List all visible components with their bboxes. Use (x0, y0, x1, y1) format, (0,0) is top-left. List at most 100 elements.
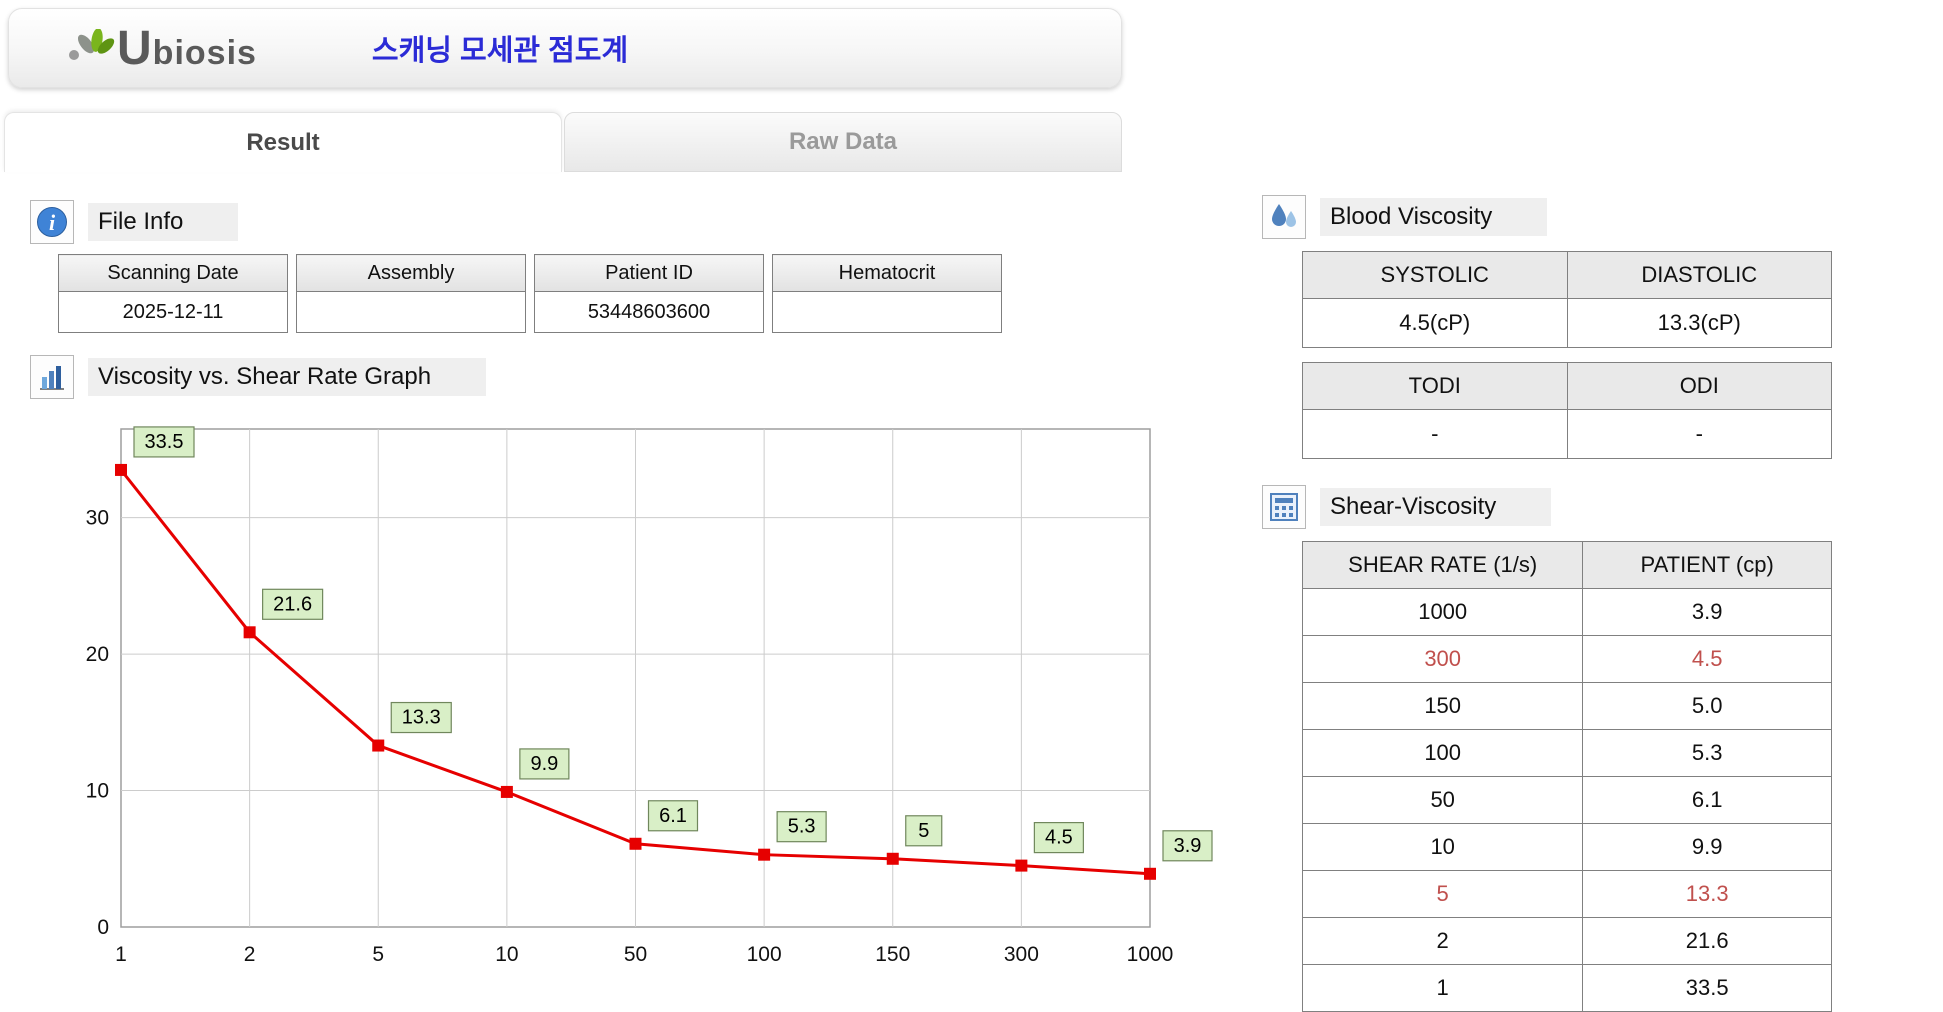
table-row: 10 9.9 (1301, 823, 1832, 871)
data-point-marker (1015, 859, 1028, 872)
x-tick-label: 1000 (1127, 943, 1174, 966)
x-tick-label: 50 (624, 943, 647, 966)
file-info-value (772, 291, 1002, 333)
y-tick-label: 30 (86, 507, 109, 530)
file-info-table: Assembly (296, 254, 526, 333)
patient-cell: 9.9 (1582, 823, 1832, 871)
table-row: 300 4.5 (1301, 635, 1832, 683)
data-label-box (776, 811, 827, 843)
table-row: 2 21.6 (1301, 917, 1832, 965)
data-label-box (647, 800, 699, 832)
x-tick-label: 1 (115, 943, 127, 966)
ubiosis-logo: Ubiosis (67, 21, 257, 76)
file-info-header: Hematocrit (772, 254, 1002, 292)
table-row: 50 6.1 (1301, 776, 1832, 824)
data-label: 4.5 (1045, 827, 1073, 849)
y-tick-label: 10 (86, 780, 109, 803)
shear-rate-cell: 10 (1301, 823, 1584, 871)
summary-panel: Blood Viscosity SYSTOLIC DIASTOLIC 4.5(c… (1262, 195, 1882, 1012)
file-info-section-head: i File Info (30, 200, 1240, 244)
viscosity-chart: 0 10 20 30 1 2 5 10 50 100 150 300 1000 33.5 21.6 13.3 9… (86, 426, 1213, 966)
x-tick-label: 300 (1004, 943, 1039, 966)
odi-header: ODI (1566, 362, 1832, 410)
x-tick-label: 150 (875, 943, 910, 966)
data-point-marker (758, 848, 771, 861)
patient-cell: 21.6 (1582, 917, 1832, 965)
data-label-box (905, 815, 943, 847)
odi-value: - (1566, 409, 1832, 459)
shear-rate-cell: 300 (1301, 635, 1584, 683)
data-label: 3.9 (1174, 835, 1202, 857)
patient-cell: 13.3 (1582, 870, 1832, 918)
shear-rate-header: SHEAR RATE (1/s) (1301, 541, 1584, 589)
graph-section-head: Viscosity vs. Shear Rate Graph (30, 355, 1240, 399)
blood-viscosity-section-head: Blood Viscosity (1262, 195, 1882, 239)
systolic-header: SYSTOLIC (1302, 251, 1568, 299)
result-panel: i File Info Scanning Date 2025-12-11 Assem… (30, 200, 1240, 983)
file-info-value: 2025-12-11 (58, 291, 288, 333)
svg-text:i: i (49, 210, 56, 235)
calculator-icon (1262, 485, 1306, 529)
todi-odi-table: TODI ODI - - (1302, 362, 1832, 459)
file-info-header: Assembly (296, 254, 526, 292)
shear-rate-cell: 150 (1301, 682, 1584, 730)
patient-cell: 6.1 (1582, 776, 1832, 824)
patient-cell: 3.9 (1582, 588, 1832, 636)
info-icon: i (30, 200, 74, 244)
x-tick-label: 100 (747, 943, 782, 966)
shear-rate-cell: 100 (1301, 729, 1584, 777)
diastolic-header: DIASTOLIC (1566, 251, 1832, 299)
tab-bar: Result Raw Data (4, 112, 1122, 172)
systolic-diastolic-table: SYSTOLIC DIASTOLIC 4.5(cP) 13.3(cP) (1302, 251, 1832, 348)
logo-text: Ubiosis (117, 21, 257, 75)
file-info-tables: Scanning Date 2025-12-11 Assembly Patient I… (58, 254, 1240, 333)
data-label: 9.9 (530, 753, 558, 775)
data-label: 5 (918, 820, 929, 842)
file-info-header: Patient ID (534, 254, 764, 292)
shear-rate-cell: 1 (1301, 964, 1584, 1012)
file-info-value: 53448603600 (534, 291, 764, 333)
data-label: 5.3 (788, 816, 816, 838)
data-label-box (262, 588, 324, 620)
table-row: 1000 3.9 (1301, 588, 1832, 636)
data-point-marker (243, 626, 256, 639)
tab-raw-data[interactable]: Raw Data (564, 112, 1122, 172)
patient-cell: 4.5 (1582, 635, 1832, 683)
table-row: 5 13.3 (1301, 870, 1832, 918)
data-label-box (519, 748, 570, 780)
todi-value: - (1302, 409, 1568, 459)
shear-viscosity-title: Shear-Viscosity (1320, 488, 1552, 526)
x-tick-label: 2 (244, 943, 256, 966)
todi-header: TODI (1302, 362, 1568, 410)
data-label: 21.6 (273, 593, 312, 615)
data-label-box (390, 701, 452, 734)
droplet-icon (1262, 195, 1306, 239)
app-title: 스캐닝 모세관 점도계 (371, 35, 629, 67)
file-info-header: Scanning Date (58, 254, 288, 292)
patient-cell: 5.3 (1582, 729, 1832, 777)
x-tick-label: 5 (372, 943, 384, 966)
file-info-table: Hematocrit (772, 254, 1002, 333)
data-label-box (1033, 822, 1084, 854)
y-tick-label: 20 (86, 643, 109, 666)
diastolic-value: 13.3(cP) (1566, 298, 1832, 348)
bar-chart-icon (30, 355, 74, 399)
graph-title: Viscosity vs. Shear Rate Graph (88, 358, 487, 396)
systolic-value: 4.5(cP) (1302, 298, 1568, 348)
shear-rate-cell: 5 (1301, 870, 1584, 918)
blood-viscosity-title: Blood Viscosity (1320, 198, 1548, 236)
app-header: Ubiosis 스캐닝 모세관 점도계 (8, 8, 1122, 88)
data-label: 6.1 (659, 805, 687, 827)
shear-rate-cell: 50 (1301, 776, 1584, 824)
data-point-marker (500, 785, 513, 798)
data-label-box (133, 426, 195, 458)
shear-rate-cell: 1000 (1301, 588, 1584, 636)
table-row: 1 33.5 (1301, 964, 1832, 1012)
table-row: 150 5.0 (1301, 682, 1832, 730)
data-point-marker (372, 739, 385, 752)
file-info-value (296, 291, 526, 333)
table-row: 100 5.3 (1301, 729, 1832, 777)
tab-result[interactable]: Result (4, 112, 562, 172)
y-tick-label: 0 (97, 916, 109, 939)
data-point-marker (886, 852, 899, 865)
